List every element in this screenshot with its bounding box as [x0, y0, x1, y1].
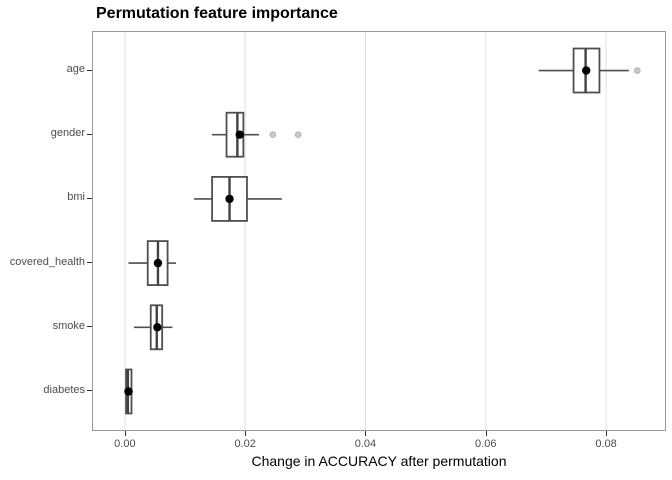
x-axis-label-0.06: 0.06 — [475, 438, 497, 450]
outlier-gender-0 — [269, 131, 277, 139]
x-axis-label-0.02: 0.02 — [234, 438, 256, 450]
y-tick-bmi — [87, 197, 92, 199]
mean-dot-smoke — [153, 323, 162, 332]
y-axis-label-smoke: smoke — [52, 319, 85, 332]
chart-title: Permutation feature importance — [96, 5, 338, 22]
x-tick-0.04 — [365, 431, 367, 436]
x-tick-0.02 — [245, 431, 247, 436]
y-axis-label-bmi: bmi — [67, 191, 85, 204]
y-tick-gender — [87, 133, 92, 135]
x-tick-0.06 — [485, 431, 487, 436]
y-tick-smoke — [87, 326, 92, 328]
x-axis-title: Change in ACCURACY after permutation — [251, 453, 507, 469]
mean-dot-covered_health — [153, 258, 163, 268]
mean-dot-diabetes — [124, 387, 133, 396]
x-axis-label-0.08: 0.08 — [595, 438, 617, 450]
mean-dot-gender — [235, 130, 244, 139]
y-axis-label-age: age — [66, 63, 85, 76]
y-axis-label-covered_health: covered_health — [9, 255, 85, 268]
plot-area-svg — [124, 32, 641, 430]
y-axis-label-gender: gender — [50, 127, 85, 140]
mean-dot-bmi — [225, 194, 234, 204]
x-axis-label-0.00: 0.00 — [114, 438, 136, 450]
y-tick-age — [87, 69, 92, 71]
x-tick-0.08 — [606, 431, 608, 436]
x-tick-0.00 — [124, 431, 126, 436]
mean-dot-age — [582, 66, 591, 75]
y-axis-label-diabetes: diabetes — [43, 383, 85, 396]
y-tick-covered_health — [87, 262, 92, 264]
outlier-gender-1 — [294, 131, 302, 139]
x-axis-label-0.04: 0.04 — [354, 438, 377, 450]
outlier-age-0 — [634, 67, 641, 74]
y-tick-diabetes — [87, 390, 92, 392]
plot-panel — [92, 31, 666, 431]
